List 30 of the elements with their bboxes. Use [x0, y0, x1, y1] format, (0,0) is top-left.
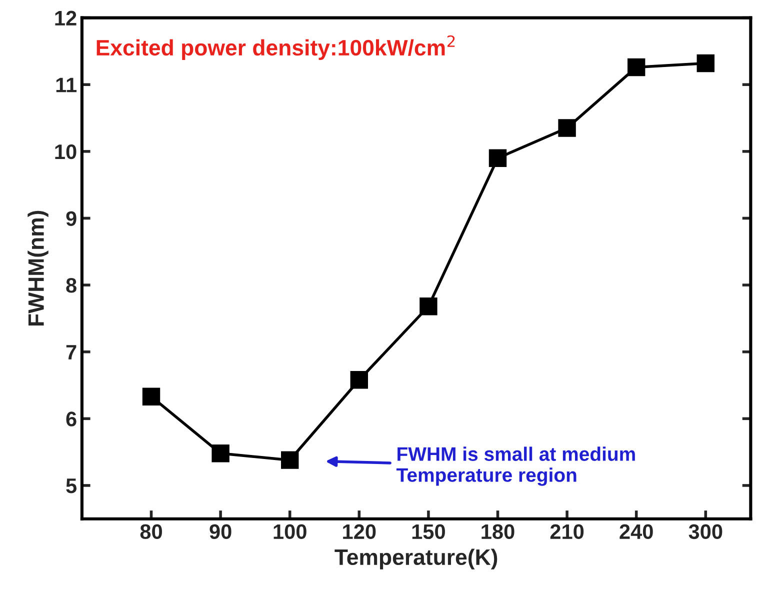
point — [420, 298, 438, 316]
x-tick-label: 180 — [482, 524, 514, 540]
point — [350, 371, 368, 389]
y-tick-label: 7 — [66, 345, 76, 360]
x-axis-title: Temperature(K) — [334, 548, 498, 570]
x-tick-label: 210 — [550, 524, 584, 540]
x-tick-label: 120 — [343, 524, 376, 540]
point — [696, 54, 714, 72]
point — [212, 444, 230, 462]
y-axis-title: FWHM(nm) — [28, 210, 48, 326]
x-tick-label: 300 — [688, 524, 722, 540]
y-tick-label: 6 — [66, 412, 76, 426]
point — [142, 388, 160, 406]
text: Excited power density:100kW/cm$^{2}$ — [96, 35, 455, 60]
point — [558, 119, 576, 137]
annotation: FWHM is small at medium Temperature region — [396, 446, 635, 486]
point — [281, 451, 299, 469]
point — [627, 58, 646, 76]
x-tick-label: 80 — [140, 524, 162, 540]
y-tick-label: 12 — [55, 10, 76, 26]
point — [488, 149, 507, 167]
y-tick-label: 10 — [55, 144, 76, 160]
y-tick-label: 11 — [56, 78, 77, 92]
y-tick-label: 8 — [66, 278, 76, 293]
y-tick-label: 5 — [66, 478, 77, 494]
x-tick-label: 240 — [620, 524, 653, 540]
x-tick-label: 150 — [412, 524, 445, 540]
x-tick-label: 100 — [274, 524, 306, 540]
x-tick-label: 90 — [210, 524, 232, 540]
y-tick-label: 9 — [66, 211, 76, 226]
